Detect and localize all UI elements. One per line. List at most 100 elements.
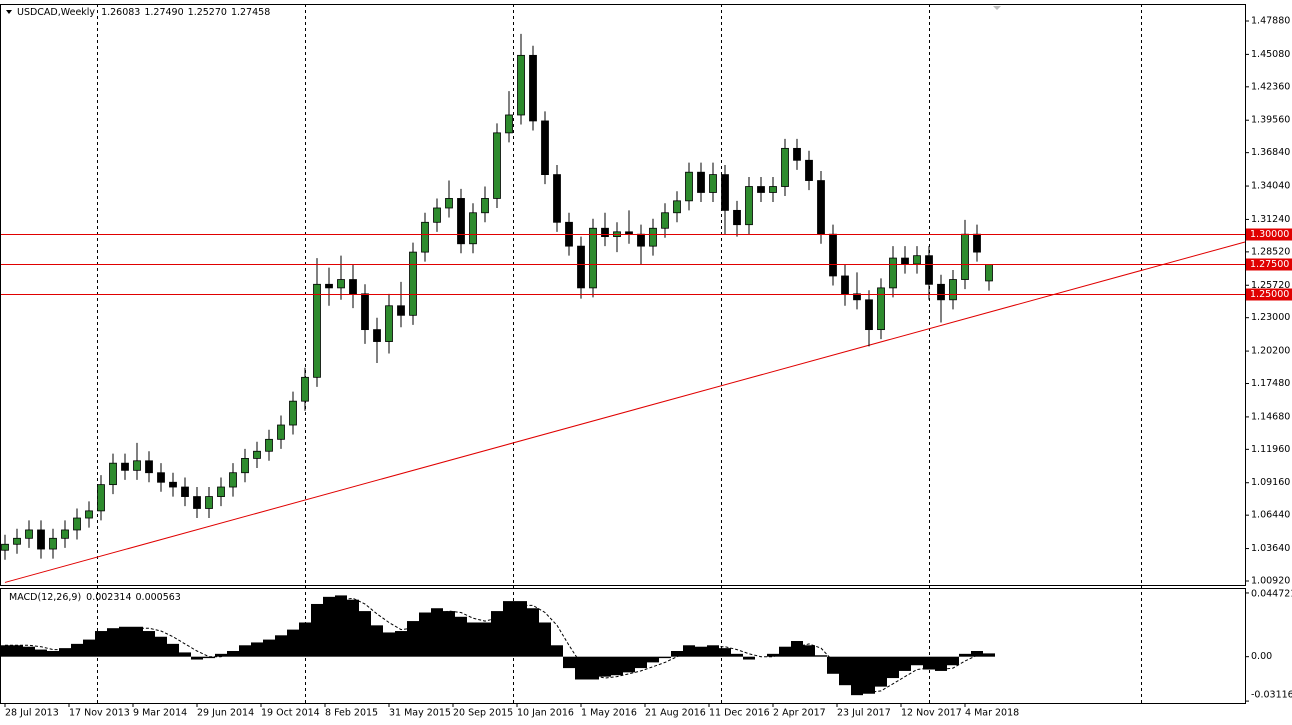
macd-bar: [827, 656, 839, 674]
macd-value: 0.002314: [86, 592, 131, 603]
y-tick-label: 1.36840: [1251, 147, 1290, 158]
macd-bar: [335, 595, 347, 657]
candle-body: [217, 486, 225, 497]
candle-body: [949, 279, 957, 301]
x-tick-label: 12 Nov 2017: [901, 708, 962, 719]
candle-body: [313, 283, 321, 378]
candle-body: [253, 450, 261, 459]
macd-bar: [359, 611, 371, 657]
macd-title: MACD(12,26,9): [9, 592, 81, 603]
macd-bar: [647, 656, 659, 663]
macd-bar: [563, 656, 575, 669]
macd-bar: [323, 596, 335, 657]
macd-bar: [59, 648, 71, 657]
macd-bar: [47, 650, 59, 657]
candle-body: [349, 279, 357, 295]
candle-body: [25, 529, 33, 539]
candle-body: [721, 174, 729, 211]
level-label: 1.30000: [1250, 229, 1289, 240]
macd-bar: [95, 631, 107, 657]
main-frame: [0, 4, 1246, 586]
y-tick-label: 1.20200: [1251, 346, 1290, 357]
y-tick-label: 1.14680: [1251, 411, 1290, 422]
candle-body: [709, 174, 717, 193]
macd-bar: [431, 608, 443, 657]
candle-body: [769, 186, 777, 193]
candle-body: [409, 251, 417, 316]
candle-body: [817, 180, 825, 235]
macd-bar: [395, 631, 407, 657]
candle-body: [445, 198, 453, 209]
level-label: 1.25000: [1250, 289, 1289, 300]
candle-body: [805, 159, 813, 181]
candle-body: [685, 171, 693, 202]
candle-body: [757, 186, 765, 193]
macd-bar: [683, 645, 695, 657]
ohlc-close: 1.27458: [231, 7, 270, 18]
candle-body: [421, 221, 429, 253]
candle-body: [637, 233, 645, 247]
candle-body: [865, 299, 873, 331]
candle-body: [781, 147, 789, 187]
trendline: [4, 241, 1246, 583]
macd-bar: [947, 656, 959, 666]
macd-bar: [839, 656, 851, 686]
macd-bar: [743, 656, 755, 660]
y-tick-label: 1.39560: [1251, 115, 1290, 126]
macd-bar: [179, 652, 191, 657]
macd-bar: [623, 656, 635, 673]
candle-body: [301, 376, 309, 402]
x-tick-label: 17 Nov 2013: [69, 708, 130, 719]
y-tick-label: 1.17480: [1251, 378, 1290, 389]
candle-body: [385, 305, 393, 342]
chart-header: USDCAD,Weekly 1.26083 1.27490 1.25270 1.2745…: [17, 7, 270, 18]
macd-bar: [191, 656, 203, 660]
x-tick-label: 8 Feb 2015: [325, 708, 378, 719]
macd-bar: [767, 653, 779, 657]
macd-bar: [227, 650, 239, 657]
candle-body: [877, 287, 885, 331]
macd-bar: [11, 645, 23, 657]
macd-bar: [515, 601, 527, 657]
candle-body: [829, 233, 837, 277]
macd-bar: [83, 639, 95, 657]
y-tick-label: 1.09160: [1251, 477, 1290, 488]
macd-bar: [911, 656, 923, 666]
macd-bar: [791, 641, 803, 657]
candle-body: [601, 227, 609, 238]
y-tick-label: 1.28520: [1251, 246, 1290, 257]
candle-body: [49, 537, 57, 550]
macd-bar: [527, 608, 539, 657]
level-label: 1.27500: [1250, 259, 1289, 270]
macd-bar: [443, 611, 455, 657]
candle-body: [625, 231, 633, 235]
candle-body: [961, 233, 969, 280]
macd-bar: [251, 642, 263, 657]
candle-body: [589, 227, 597, 289]
grid-layer: [97, 4, 1142, 703]
candle-body: [277, 424, 285, 440]
macd-y-tick-label: -0.031163: [1251, 690, 1292, 701]
candle-body: [577, 245, 585, 289]
macd-bar: [611, 656, 623, 676]
signal-value: 0.000563: [136, 592, 181, 603]
macd-bar: [407, 621, 419, 657]
ohlc-high: 1.27490: [144, 7, 183, 18]
menu-arrow[interactable]: [6, 10, 12, 14]
macd-bar: [503, 601, 515, 657]
macd-bar: [803, 645, 815, 657]
candle-body: [793, 147, 801, 161]
candle-body: [37, 529, 45, 550]
candle-body: [733, 209, 741, 226]
macd-bar: [971, 650, 983, 657]
candle-body: [373, 329, 381, 342]
y-tick-label: 1.31240: [1251, 214, 1290, 225]
candle-body: [913, 255, 921, 265]
macd-frame: [0, 588, 1246, 704]
x-tick-label: 11 Dec 2016: [709, 708, 770, 719]
macd-bar: [659, 656, 671, 659]
macd-bar: [707, 645, 719, 657]
macd-bar: [383, 632, 395, 657]
candle-body: [1, 543, 9, 551]
